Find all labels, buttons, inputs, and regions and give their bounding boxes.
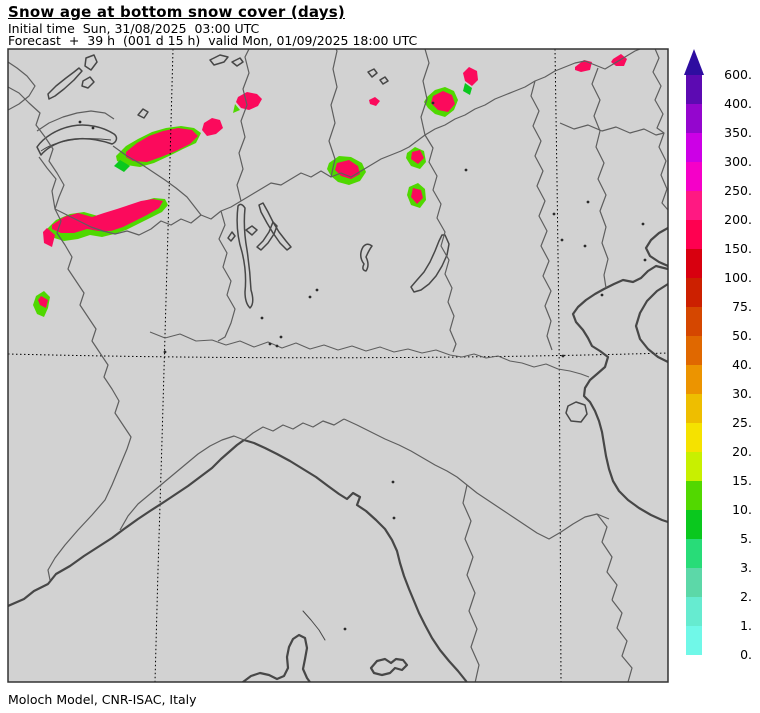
lake-biel [81,76,95,89]
istria-coast [634,282,668,364]
lake-neuchatel [47,67,83,100]
lake-garda [410,234,450,293]
page-title: Snow age at bottom snow cover (days) [8,3,345,21]
ligurian-tuscan-coast [8,438,468,682]
snow-patch-gotthard-fringe [233,104,240,113]
snow-patch-bernina-core [335,160,360,179]
border-trentino-east [530,80,553,351]
lake-thun [84,54,98,71]
trieste-coast [644,226,668,268]
lake-brienz [137,108,149,119]
border-alpine-crest [54,49,642,236]
border-jura [8,61,36,111]
border-piemonte-lombardia [217,210,236,342]
lake-geneva-borderline [40,138,112,152]
snow-patch-valais-core [126,128,198,162]
snow-patch-ortles-south-core [411,188,423,204]
border-friuli-west [591,67,609,289]
border-layer [8,49,668,682]
border-marche [596,513,618,601]
lake-walen [231,57,244,67]
corsica-cap-corse [241,633,312,682]
snow-age-data-layer [33,54,627,317]
snow-patch-aosta-core [52,199,163,233]
meridian-east [554,49,562,682]
snow-patch-similaun-core [463,67,478,86]
snow-patch-valais-low [114,160,130,172]
lake-lugano [245,225,258,236]
elba-island [369,657,409,677]
map-background [8,49,668,682]
border-carnia [559,122,665,136]
snow-patch-gotthard [236,92,262,110]
lake-como-west-arm [256,221,278,251]
snow-patch-aosta-spur [43,228,55,247]
model-credit: Moloch Model, CNR-ISAC, Italy [8,692,197,707]
border-apennine-crest [343,418,610,540]
border-trentino-west [424,134,457,353]
map-clip-group [7,48,669,683]
border-apennine-liguria [243,418,345,441]
lake-orta [227,231,236,242]
border-france-west [8,86,132,581]
border-valais-west [38,156,57,210]
forecast-valid-line: Forecast + 39 h (001 d 15 h) valid Mon, … [8,33,418,48]
marker-layer [78,101,647,631]
border-brenner [420,49,430,136]
po-river [149,331,590,378]
adriatic-coast [571,264,668,524]
austrian-lake-a [367,68,378,78]
snow-patch-ecrins-core [38,296,48,308]
snow-patch-similaun-low [463,83,472,95]
corsica-river [302,610,326,641]
border-piemonte-liguria [119,435,245,531]
lake-iseo [360,243,373,272]
lake-zurich [209,54,229,66]
initial-time-line: Initial time Sun, 31/08/2025 03:00 UTC [8,21,260,36]
coastline-layer [8,226,668,682]
border-valais-north [36,110,115,132]
border-ticino [236,49,250,202]
snow-patch-oetztal-core [431,91,455,112]
meridian-west [154,49,174,682]
snow-patch-ortles-north-core [411,150,424,164]
lake-maggiore [236,203,254,309]
snow-patch-monterosa-east [202,118,223,136]
border-slovenia [652,49,668,211]
border-lazio [611,599,633,682]
comacchio-lagoon [565,401,588,423]
lakes-layer [36,54,588,423]
snow-patch-silvretta [369,97,380,106]
austrian-lake-b [379,76,389,85]
map-frame [7,48,669,683]
graticule-layer [8,49,668,682]
border-tuscany-south [462,484,480,682]
border-valais-east [112,145,202,216]
border-grisons [328,49,338,178]
snow-patch-tauern-west [575,60,592,72]
